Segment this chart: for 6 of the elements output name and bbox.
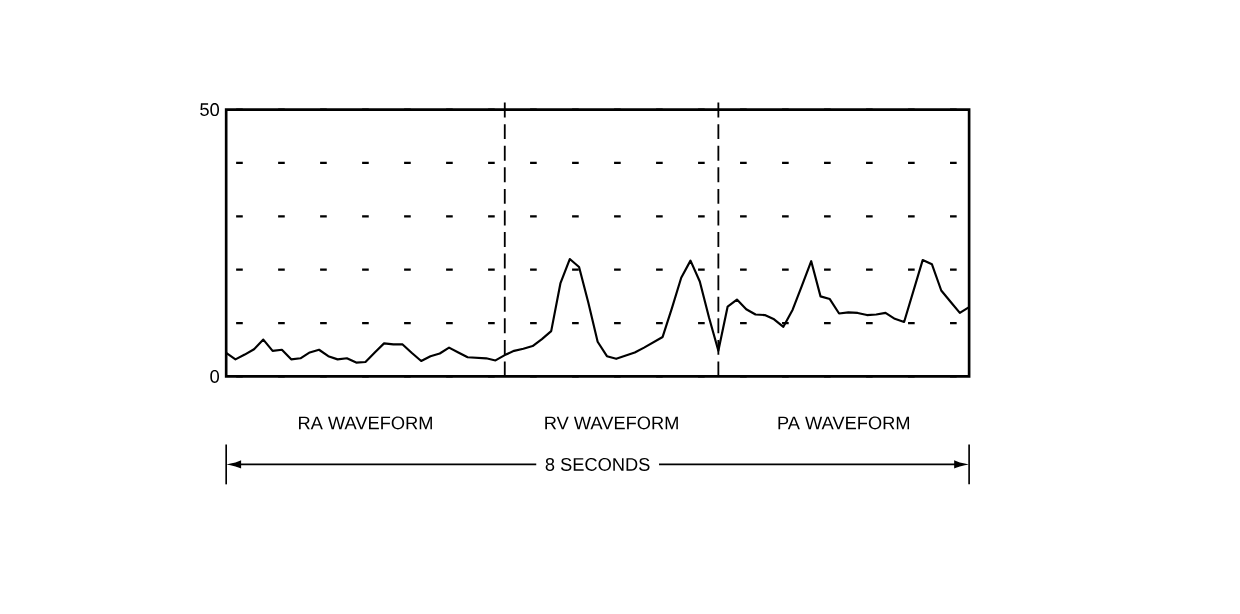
text: RA WAVEFORM	[299, 416, 432, 430]
y-tick-label: 50	[200, 102, 220, 116]
y-tick-label: 0	[210, 369, 220, 383]
text: RV WAVEFORM	[545, 416, 678, 430]
text: PA WAVEFORM	[778, 416, 910, 430]
text: 8 SECONDS	[545, 457, 650, 471]
